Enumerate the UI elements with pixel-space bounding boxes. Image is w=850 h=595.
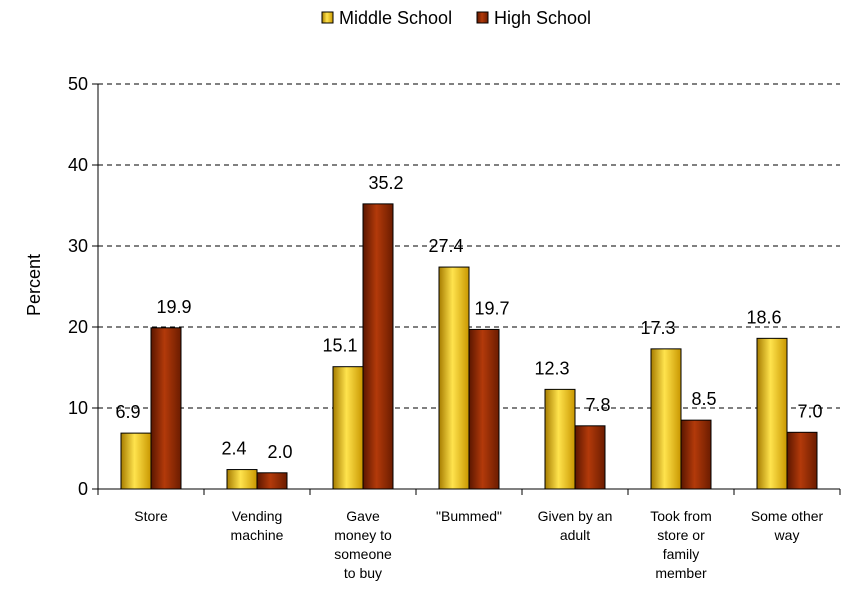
bar-high-school	[680, 419, 712, 490]
data-label: 35.2	[368, 173, 403, 193]
data-label: 2.4	[221, 439, 246, 459]
legend-swatch	[321, 11, 334, 24]
bar-high-school	[150, 327, 182, 490]
bar-middle-school	[544, 388, 576, 490]
data-label: 17.3	[640, 318, 675, 338]
bar-high-school	[468, 328, 500, 490]
data-label: 15.1	[322, 336, 357, 356]
data-label: 27.4	[428, 236, 463, 256]
category-label: Store	[134, 508, 168, 524]
bar-middle-school	[438, 266, 470, 490]
bars	[120, 203, 818, 490]
category-labels: Store Vending machine Gave money to someone to…	[134, 508, 823, 581]
y-tick-label: 30	[68, 236, 88, 256]
bar-middle-school	[756, 337, 788, 490]
data-label: 6.9	[115, 402, 140, 422]
category-label: Some other way	[751, 508, 824, 543]
data-label: 18.6	[746, 307, 781, 327]
y-tick-label: 10	[68, 398, 88, 418]
bar-middle-school	[650, 348, 682, 490]
legend-swatch	[476, 11, 489, 24]
y-tick-label: 40	[68, 155, 88, 175]
bar-high-school	[256, 472, 288, 490]
category-label: "Bummed"	[436, 508, 502, 524]
data-label: 19.7	[474, 298, 509, 318]
category-label: Given by an adult	[538, 508, 613, 543]
legend-label: Middle School	[339, 8, 452, 28]
data-label: 8.5	[691, 389, 716, 409]
data-label: 2.0	[267, 442, 292, 462]
category-label: Vending machine	[231, 508, 284, 543]
category-label: Took from store or family member	[650, 508, 711, 581]
y-tick-label: 20	[68, 317, 88, 337]
y-axis-label: Percent	[24, 254, 44, 316]
category-label: Gave money to someone to buy	[334, 508, 392, 581]
y-tick-label: 0	[78, 479, 88, 499]
y-tick-label: 50	[68, 74, 88, 94]
data-label: 19.9	[156, 297, 191, 317]
bar-middle-school	[120, 432, 152, 490]
bar-middle-school	[332, 366, 364, 490]
axes: 0 10 20 30 40 50	[68, 74, 841, 499]
bar-high-school	[362, 203, 394, 490]
bar-middle-school	[226, 469, 258, 490]
data-label: 7.8	[585, 395, 610, 415]
data-label: 12.3	[534, 358, 569, 378]
bar-high-school	[574, 425, 606, 490]
legend-label: High School	[494, 8, 591, 28]
legend: Middle School High School	[321, 8, 591, 28]
data-labels: 6.9 19.9 2.4 2.0 15.1 35.2 27.4 19.7 12.3 7.8 17.3…	[115, 173, 822, 462]
data-label: 7.0	[797, 401, 822, 421]
bar-high-school	[786, 431, 818, 490]
